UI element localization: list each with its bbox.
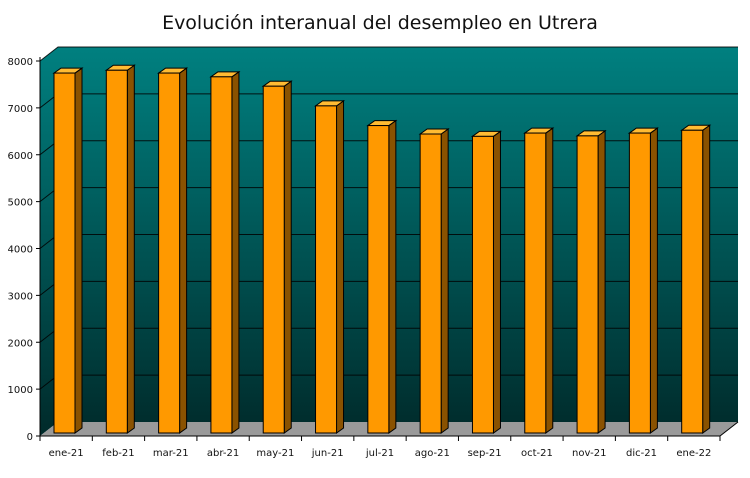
bar-side [74, 67, 83, 434]
y-tick-label: 4000 [8, 245, 33, 256]
y-tick-label: 7000 [8, 104, 33, 115]
bar-oct-21 [523, 127, 555, 434]
bar-front [471, 135, 494, 434]
bar-side [336, 99, 345, 434]
y-tick-label: 8000 [8, 57, 33, 68]
x-tick-label: dic-21 [626, 448, 657, 459]
bar-front [419, 133, 442, 434]
x-tick-label: mar-21 [153, 448, 189, 459]
bar-sep-21 [470, 130, 503, 434]
bar-side [388, 119, 397, 434]
bar-may-21 [261, 80, 293, 434]
bar-front [315, 105, 338, 434]
x-tick-label: jun-21 [311, 448, 344, 459]
bar-side [597, 129, 606, 434]
bar-front [367, 125, 390, 434]
bar-front [210, 76, 233, 434]
bar-side [231, 70, 240, 434]
bar-ago-21 [418, 128, 450, 434]
bar-side [179, 67, 188, 434]
x-tick-label: ago-21 [415, 448, 450, 459]
bar-jul-21 [366, 119, 398, 434]
y-tick-label: 2000 [8, 338, 33, 349]
x-tick-label: may-21 [256, 448, 294, 459]
bar-front [105, 69, 128, 434]
x-tick-label: nov-21 [572, 448, 606, 459]
y-tick-label: 0 [27, 432, 33, 443]
bar-front [262, 85, 285, 434]
x-tick-label: jul-21 [365, 448, 394, 459]
x-tick-label: abr-21 [207, 448, 239, 459]
bar-feb-21 [104, 64, 136, 434]
bar-front [524, 132, 547, 434]
y-tick-label: 1000 [8, 385, 33, 396]
bar-mar-21 [157, 67, 189, 434]
x-tick-label: sep-21 [468, 448, 502, 459]
floor-edge-line [719, 421, 739, 437]
bar-side [126, 64, 135, 434]
bar-front [53, 72, 76, 434]
x-tick-label: feb-21 [102, 448, 134, 459]
bar-side [492, 130, 501, 434]
x-tick-label: oct-21 [521, 448, 553, 459]
chart-title: Evolución interanual del desempleo en Ut… [162, 12, 598, 34]
bar-side [283, 80, 292, 434]
bar-ene-21 [52, 67, 84, 434]
y-tick-label: 5000 [8, 198, 33, 209]
bar-side [545, 127, 554, 434]
bar-front [628, 132, 651, 434]
x-tick-label: ene-21 [49, 448, 84, 459]
bar-nov-21 [575, 129, 607, 434]
y-tick-label: 6000 [8, 151, 33, 162]
bar-front [576, 135, 599, 434]
bar-front [158, 72, 181, 434]
bar-dic-21 [627, 127, 659, 434]
x-tick-label: ene-22 [676, 448, 711, 459]
bar-side [649, 127, 658, 434]
bar-side [440, 128, 449, 434]
bar-side [702, 124, 711, 434]
bar-abr-21 [209, 70, 241, 434]
bar-jun-21 [313, 99, 346, 434]
gridline [39, 46, 738, 62]
bar-ene-22 [680, 124, 712, 434]
y-tick-label: 3000 [8, 291, 33, 302]
bar-front [681, 129, 704, 434]
